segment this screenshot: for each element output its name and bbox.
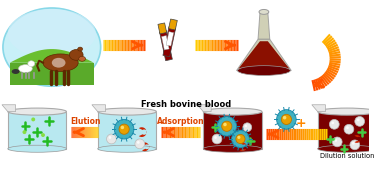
Ellipse shape [203,108,262,115]
Ellipse shape [237,66,290,75]
Text: Adsorption: Adsorption [157,117,204,126]
Ellipse shape [8,108,67,115]
Circle shape [283,116,287,119]
Polygon shape [158,23,167,34]
Ellipse shape [78,47,82,51]
Circle shape [22,130,26,134]
Ellipse shape [8,9,96,58]
Circle shape [121,126,124,129]
Circle shape [243,123,252,132]
Ellipse shape [318,108,376,115]
Polygon shape [92,105,105,112]
Polygon shape [318,112,376,149]
Circle shape [31,118,35,121]
Ellipse shape [203,145,262,152]
Polygon shape [8,112,67,149]
Polygon shape [163,27,176,57]
Polygon shape [166,32,174,46]
Polygon shape [10,63,94,85]
Circle shape [281,114,291,125]
Polygon shape [10,49,94,63]
Ellipse shape [43,54,78,71]
Circle shape [352,142,355,145]
Ellipse shape [19,65,32,73]
Circle shape [350,140,360,150]
Circle shape [223,123,227,126]
Polygon shape [160,31,172,61]
Ellipse shape [98,145,156,152]
Circle shape [217,116,237,136]
Ellipse shape [318,145,376,152]
Circle shape [107,134,116,144]
Ellipse shape [98,108,156,115]
Circle shape [214,136,217,139]
Polygon shape [197,105,211,112]
Ellipse shape [8,145,67,152]
Circle shape [135,139,145,149]
Ellipse shape [28,61,35,67]
Polygon shape [161,36,169,50]
Circle shape [344,124,354,134]
Circle shape [236,134,245,144]
Ellipse shape [70,50,83,60]
Circle shape [332,137,342,147]
Ellipse shape [259,9,269,14]
Text: Elution: Elution [70,117,100,126]
Circle shape [108,136,112,139]
Circle shape [212,134,222,144]
Circle shape [332,122,334,124]
Text: +: + [296,117,306,130]
Ellipse shape [12,69,20,74]
Polygon shape [240,142,247,151]
Polygon shape [169,19,177,30]
Circle shape [119,124,129,134]
Circle shape [277,110,296,129]
Circle shape [232,130,249,148]
Polygon shape [142,142,149,151]
Circle shape [245,125,247,127]
Ellipse shape [3,8,101,86]
Polygon shape [258,12,270,39]
Circle shape [237,136,240,139]
Polygon shape [237,39,291,70]
Circle shape [222,121,232,131]
Ellipse shape [52,58,65,68]
Circle shape [41,133,45,137]
Circle shape [346,126,349,129]
Text: Fresh bovine blood: Fresh bovine blood [141,100,231,109]
Text: Dilution solution: Dilution solution [320,153,374,159]
Polygon shape [355,135,361,143]
Polygon shape [139,127,147,137]
Polygon shape [203,112,262,149]
Circle shape [357,119,359,121]
Circle shape [329,119,339,129]
Polygon shape [312,105,325,112]
Polygon shape [2,105,15,112]
Polygon shape [98,112,156,149]
Circle shape [335,139,337,142]
Circle shape [115,119,134,139]
Polygon shape [239,41,289,69]
Ellipse shape [79,56,85,61]
Circle shape [355,116,364,126]
Circle shape [137,141,140,144]
